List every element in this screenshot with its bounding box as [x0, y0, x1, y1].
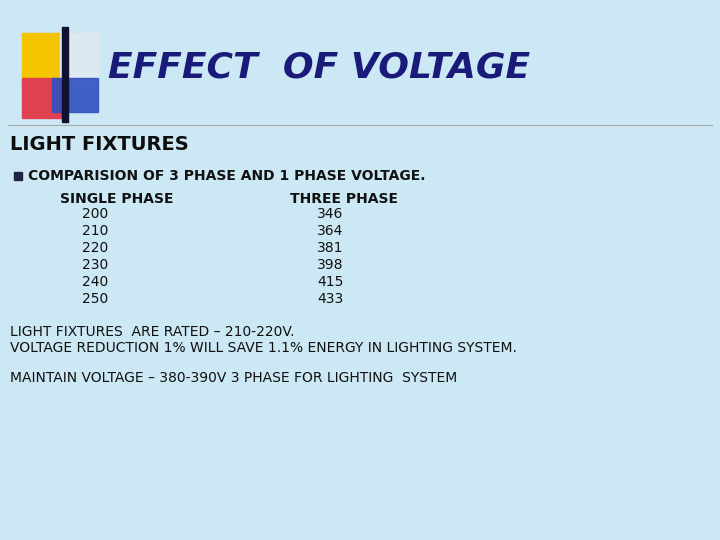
Bar — [52, 78, 98, 112]
Text: VOLTAGE REDUCTION 1% WILL SAVE 1.1% ENERGY IN LIGHTING SYSTEM.: VOLTAGE REDUCTION 1% WILL SAVE 1.1% ENER… — [10, 341, 517, 355]
Text: MAINTAIN VOLTAGE – 380-390V 3 PHASE FOR LIGHTING  SYSTEM: MAINTAIN VOLTAGE – 380-390V 3 PHASE FOR … — [10, 371, 457, 385]
Text: 230: 230 — [82, 258, 108, 272]
Text: 398: 398 — [317, 258, 343, 272]
Bar — [22, 78, 64, 118]
Bar — [60, 33, 98, 85]
Text: LIGHT FIXTURES  ARE RATED – 210-220V.: LIGHT FIXTURES ARE RATED – 210-220V. — [10, 325, 294, 339]
Text: 220: 220 — [82, 241, 108, 255]
Bar — [62, 27, 68, 122]
Text: LIGHT FIXTURES: LIGHT FIXTURES — [10, 135, 189, 154]
Text: 364: 364 — [317, 224, 343, 238]
Text: 433: 433 — [317, 292, 343, 306]
Text: COMPARISION OF 3 PHASE AND 1 PHASE VOLTAGE.: COMPARISION OF 3 PHASE AND 1 PHASE VOLTA… — [28, 169, 426, 183]
Text: 250: 250 — [82, 292, 108, 306]
Text: SINGLE PHASE: SINGLE PHASE — [60, 192, 174, 206]
Text: 346: 346 — [317, 207, 343, 221]
Bar — [14, 172, 22, 180]
Text: 415: 415 — [317, 275, 343, 289]
Text: 240: 240 — [82, 275, 108, 289]
Bar — [22, 33, 74, 85]
Text: 381: 381 — [317, 241, 343, 255]
Text: THREE PHASE: THREE PHASE — [290, 192, 398, 206]
Text: 210: 210 — [82, 224, 108, 238]
Text: EFFECT  OF VOLTAGE: EFFECT OF VOLTAGE — [108, 50, 530, 84]
Text: 200: 200 — [82, 207, 108, 221]
